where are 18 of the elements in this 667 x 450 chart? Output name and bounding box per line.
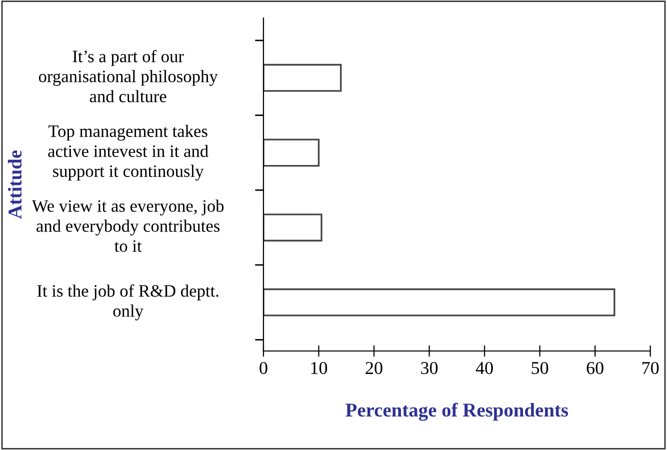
bar — [263, 288, 616, 316]
x-axis-title: Percentage of Respondents — [346, 402, 568, 421]
x-tick-label: 50 — [532, 362, 548, 374]
bar — [263, 214, 322, 242]
x-tick-label: 40 — [476, 362, 493, 374]
y-tick-label: We view it as everyone, job and everybody contributes to it — [32, 200, 224, 252]
x-tick-label: 60 — [586, 362, 604, 374]
y-tick-label: It’s a part of our organisational philosophy and culture — [38, 50, 218, 102]
x-tick-label: 10 — [311, 362, 328, 374]
y-tick-label: It is the job of R&D deptt. only — [37, 284, 218, 320]
bar — [263, 64, 342, 92]
x-tick-label: 30 — [421, 362, 438, 374]
y-tick-label: Top management takes active intevest in it and support it continously — [48, 124, 208, 181]
x-tick-label: 0 — [260, 362, 268, 374]
x-tick-label: 70 — [642, 362, 659, 374]
y-axis-title: Attitude — [8, 150, 22, 219]
bar — [263, 138, 320, 167]
x-tick-label: 20 — [366, 362, 382, 374]
